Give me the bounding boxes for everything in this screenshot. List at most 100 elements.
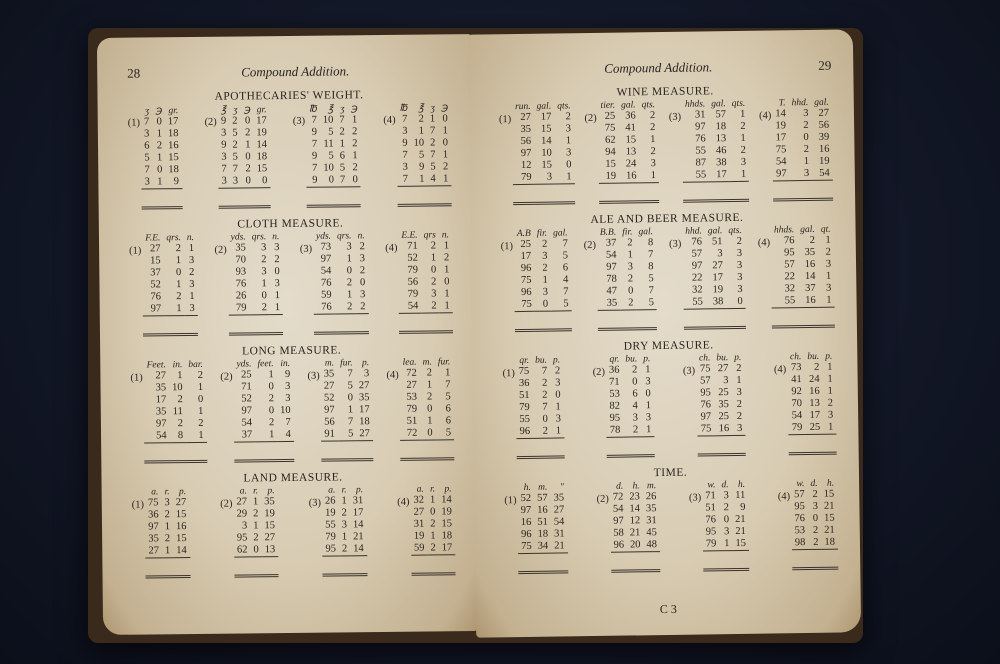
table-cell: 14 — [441, 494, 452, 506]
table-cell: 27 — [236, 496, 248, 508]
table-cell: 1 — [426, 379, 433, 391]
addition-problem: (4) a. r. p. 32 1 14 27 0 19 31 2 15 19 1 18 59 2 17 — [397, 484, 456, 576]
problem-label: (4) — [386, 369, 399, 381]
table-cell: 55 — [695, 145, 706, 157]
sum-line — [598, 186, 660, 204]
table-cell: 2 — [253, 532, 259, 544]
table-cell: 2 — [421, 300, 440, 314]
sum-line — [702, 553, 750, 572]
unit-header: ch. — [789, 352, 802, 363]
table-row: 53 6 0 — [606, 388, 654, 401]
problem-label: (2) — [592, 366, 606, 379]
table-row: 25 2 7 — [514, 238, 571, 251]
table-cell: 7 — [430, 149, 436, 161]
problem-label: (2) — [220, 371, 233, 383]
table-cell: 2 — [197, 369, 204, 381]
table-cell: 0 — [430, 506, 436, 518]
table-row: 5 1 15 — [141, 152, 182, 164]
table-cell: 7 — [144, 164, 150, 176]
addition-problem: (4) ch. bu. p. 73 2 1 41 24 1 92 16 1 70 13 2 54 17 3 79 25 1 — [774, 352, 837, 456]
measure-section: ALE AND BEER MEASURE. (1) A.B fir. gal. 25 2 7 1… — [500, 211, 835, 333]
table-cell: 3 — [740, 156, 747, 168]
table-cell: 95 — [784, 247, 795, 259]
table-cell: 29 — [236, 508, 248, 520]
table-cell: 79 — [519, 401, 530, 414]
table-cell: 2 — [623, 424, 642, 438]
table-cell: 53 — [794, 525, 806, 537]
problem-label: (3) — [669, 238, 682, 250]
table-cell: 76 — [705, 514, 717, 526]
table-cell: 5 — [562, 250, 569, 262]
table-cell: 0 — [250, 544, 262, 557]
table-cell: 5 — [430, 161, 436, 173]
unit-header: m. — [646, 481, 657, 492]
unit-header: qrs. — [251, 232, 267, 243]
table-cell: 23 — [629, 491, 640, 503]
table-cell: 2 — [809, 234, 816, 246]
table-cell: 14 — [541, 135, 552, 147]
table-cell: 5 — [144, 152, 150, 164]
table-cell: 0 — [261, 290, 267, 302]
table-cell: 76 — [320, 277, 332, 289]
table-row: 3 1 18 — [141, 128, 182, 140]
table-cell: 10 — [280, 404, 291, 417]
table-cell: 2 — [253, 508, 259, 520]
problem-table: hhd. gal. qts. 76 51 2 57 3 3 97 27 3 22 17 3 32 19 3 55 38… — [682, 226, 746, 310]
table-cell: 54 — [320, 265, 332, 277]
addition-problem: (4) T. hhd. gal. 14 3 27 19 2 56 17 0 39 75 2 16 54 1 19 97… — [759, 98, 834, 202]
table-cell: 1 — [198, 405, 204, 417]
table-cell: 15 — [176, 533, 187, 545]
table-row: 95 3 3 — [607, 412, 655, 425]
table-cell: 1 — [729, 168, 750, 182]
table-cell: 76 — [235, 278, 247, 290]
table-cell: 1 — [565, 135, 572, 147]
measure-section: DRY MEASURE. (1) qr. bu. p. 75 7 2 36 2 3 51 2 0 79 7 1 5… — [502, 338, 837, 460]
page-number: 29 — [818, 57, 832, 73]
sum-line — [597, 313, 658, 331]
problem-table: hhds. gal. qts. 31 57 1 97 18 2 76 13 1 55 46 2 87 38 3 55… — [682, 99, 750, 183]
table-row: 70 13 2 — [788, 398, 837, 411]
table-row: 17 2 0 — [144, 394, 206, 407]
addition-problem: (3) yds. qrs. n. 73 3 2 97 1 3 54 0 2 76 2 0 59 1 3 76 2 2 — [300, 231, 369, 335]
sum-line — [306, 190, 362, 208]
table-cell: 15 — [175, 509, 187, 521]
table-cell: 14 — [775, 108, 786, 120]
table-cell: 3 — [141, 176, 153, 190]
table-cell: 0 — [245, 151, 251, 163]
problem-label: (3) — [299, 243, 313, 255]
table-cell: 19 — [325, 507, 336, 519]
table-cell: 26 — [324, 495, 336, 507]
table-cell: 96 — [520, 528, 532, 541]
problem-label: (1) — [500, 241, 514, 253]
unit-header: gr. — [256, 104, 267, 115]
table-cell: 1 — [825, 234, 831, 246]
table-cell: 1 — [347, 404, 354, 416]
table-row: 92 16 1 — [787, 386, 836, 399]
table-cell: 0 — [444, 276, 450, 288]
table-cell: 7 — [647, 249, 654, 261]
table-cell: 3 — [555, 413, 562, 425]
table-cell: 19 — [775, 120, 787, 132]
table-row: 27 0 19 — [411, 506, 455, 518]
table-cell: 76 — [150, 291, 162, 303]
table-row: 75 34 21 — [518, 540, 568, 554]
unit-header: qts. — [557, 101, 571, 112]
table-row: 35 2 5 — [597, 297, 658, 311]
table-cell: 2 — [627, 237, 633, 249]
table-cell: 55 — [682, 169, 710, 183]
table-cell: 10 — [541, 147, 552, 159]
problem-label: (4) — [385, 242, 398, 254]
problem-table: ℔ ℥ ʒ ℈ 7 10 7 1 9 5 2 2 7 11 1 2 9 5 6 1 7 10 5 2 9 0 7 0 — [306, 103, 361, 188]
problem-label: (2) — [220, 498, 233, 510]
table-cell: 17 — [167, 116, 179, 128]
table-cell: 1 — [245, 139, 251, 151]
table-cell: 1 — [719, 538, 733, 551]
table-row: 59 2 17 — [410, 542, 456, 556]
table-cell: 7 — [397, 173, 412, 187]
table-cell: 2 — [542, 389, 548, 401]
table-row: 26 1 31 — [322, 495, 366, 507]
problem-table: hhds. gal. qt. 76 2 1 95 35 2 57 16 3 22 14 1 32 37 3 55 16… — [771, 225, 835, 309]
table-cell: 27 — [712, 260, 723, 272]
page-right: Compound Addition. 29 WINE MEASURE. (1) ru… — [467, 29, 862, 638]
unit-header: bu. — [716, 353, 729, 364]
